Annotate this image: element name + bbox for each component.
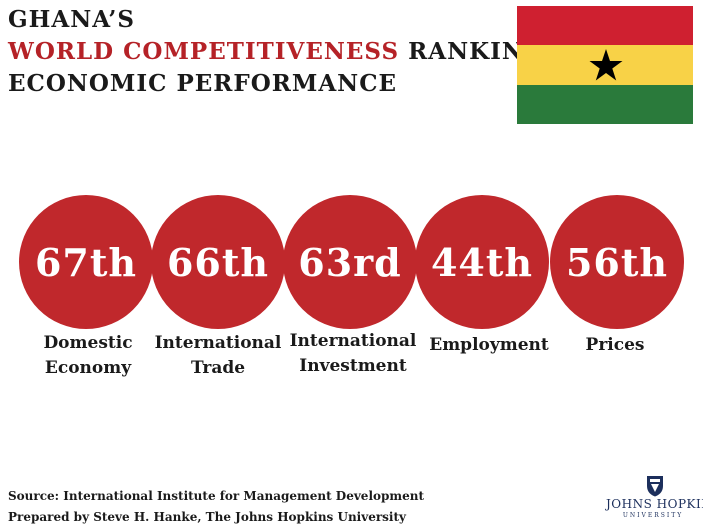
rank-circle-international-investment: 63rd bbox=[283, 195, 417, 329]
logo-name: JOHNS HOPKINS bbox=[606, 497, 703, 511]
rank-value: 56th bbox=[565, 239, 669, 285]
label-line-1: International bbox=[154, 333, 282, 353]
label-line-2: Investment bbox=[299, 356, 407, 376]
title-line-2: WORLD COMPETITIVENESS RANKING: bbox=[8, 36, 554, 68]
rank-value: 66th bbox=[166, 239, 270, 285]
label-line-1: Employment bbox=[429, 335, 549, 355]
source-note: Source: International Institute for Mana… bbox=[8, 486, 424, 528]
rank-circle-prices: 56th bbox=[550, 195, 684, 329]
university-shield-icon bbox=[647, 476, 663, 497]
title-line-1: GHANA’S bbox=[8, 6, 135, 33]
johns-hopkins-logo: JOHNS HOPKINS UNIVERSITY bbox=[606, 475, 703, 523]
label-line-2: Economy bbox=[44, 358, 132, 378]
ghana-flag-icon bbox=[517, 6, 693, 124]
label-line-1: Domestic bbox=[43, 333, 133, 353]
label-line-2: Trade bbox=[190, 358, 246, 378]
flag-green-stripe bbox=[517, 84, 693, 124]
black-star-icon bbox=[589, 49, 623, 81]
rank-value: 44th bbox=[430, 239, 534, 285]
source-line: Source: International Institute for Mana… bbox=[8, 489, 424, 503]
title-line-3: ECONOMIC PERFORMANCE bbox=[8, 70, 398, 97]
rank-circle-international-trade: 66th bbox=[151, 195, 285, 329]
title-accent: WORLD COMPETITIVENESS bbox=[8, 38, 400, 65]
label-domestic-economy: Domestic Economy bbox=[18, 331, 158, 381]
label-prices: Prices bbox=[545, 333, 685, 358]
rank-value: 67th bbox=[34, 239, 138, 285]
label-international-trade: International Trade bbox=[148, 331, 288, 381]
prepared-by-line: Prepared by Steve H. Hanke, The Johns Ho… bbox=[8, 510, 406, 524]
logo-subtitle: UNIVERSITY bbox=[622, 512, 684, 519]
label-line-1: Prices bbox=[585, 335, 645, 355]
page-title: GHANA’S WORLD COMPETITIVENESS RANKING: E… bbox=[8, 4, 554, 100]
rank-circle-employment: 44th bbox=[415, 195, 549, 329]
label-international-investment: International Investment bbox=[283, 329, 423, 379]
flag-red-stripe bbox=[517, 6, 693, 46]
rank-circle-domestic-economy: 67th bbox=[19, 195, 153, 329]
label-line-1: International bbox=[289, 331, 417, 351]
label-employment: Employment bbox=[419, 333, 559, 358]
rank-value: 63rd bbox=[298, 239, 402, 285]
